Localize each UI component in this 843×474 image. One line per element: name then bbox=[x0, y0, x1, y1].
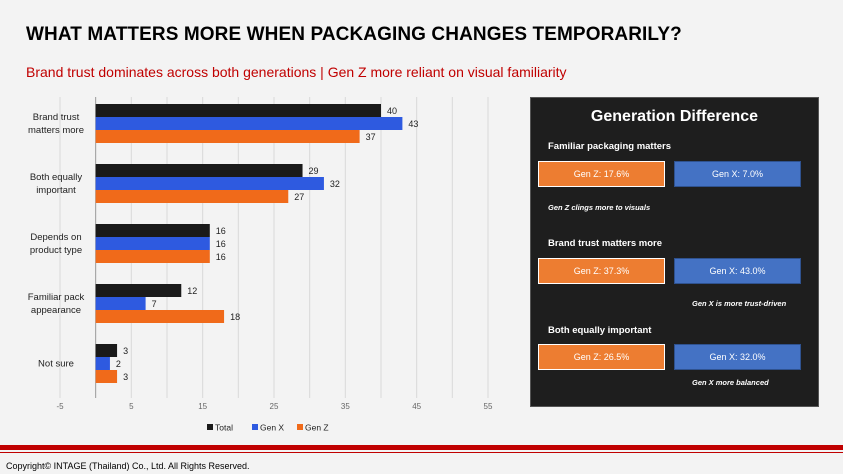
data-label: 3 bbox=[123, 372, 128, 382]
bar-total bbox=[95, 284, 182, 297]
note-brand-trust: Gen X is more trust-driven bbox=[692, 299, 787, 308]
bar-total bbox=[95, 164, 303, 177]
x-tick-label: 35 bbox=[341, 402, 350, 411]
data-label: 12 bbox=[187, 286, 197, 296]
bar-total bbox=[95, 224, 210, 237]
data-label: 27 bbox=[294, 192, 304, 202]
data-label: 37 bbox=[366, 132, 376, 142]
footer-red-line bbox=[0, 452, 843, 453]
page-title: WHAT MATTERS MORE WHEN PACKAGING CHANGES… bbox=[26, 24, 682, 45]
bar-total bbox=[95, 104, 382, 117]
panel-title: Generation Difference bbox=[590, 108, 759, 125]
category-label: matters more bbox=[28, 125, 84, 136]
legend-swatch bbox=[207, 424, 213, 430]
data-label: 7 bbox=[152, 299, 157, 309]
bar-gen-z bbox=[95, 310, 225, 323]
category-label: product type bbox=[30, 245, 82, 256]
legend-label: Total bbox=[215, 423, 233, 433]
bar-gen-x bbox=[95, 237, 210, 250]
data-label: 16 bbox=[216, 239, 226, 249]
data-label: 40 bbox=[387, 106, 397, 116]
category-label: Familiar pack bbox=[28, 292, 85, 303]
bar-gen-x bbox=[95, 357, 110, 370]
page-subtitle: Brand trust dominates across both genera… bbox=[26, 64, 567, 80]
data-label: 2 bbox=[116, 359, 121, 369]
note-both-equally: Gen X more balanced bbox=[692, 378, 769, 387]
x-tick-label: 55 bbox=[484, 402, 493, 411]
data-label: 16 bbox=[216, 226, 226, 236]
section-heading-brand-trust: Brand trust matters more bbox=[548, 238, 663, 249]
bar-gen-z bbox=[95, 130, 360, 143]
data-label: 18 bbox=[230, 312, 240, 322]
data-label: 16 bbox=[216, 252, 226, 262]
legend-swatch bbox=[252, 424, 258, 430]
footer-red-bar bbox=[0, 445, 843, 450]
data-label: 29 bbox=[309, 166, 319, 176]
category-label: Not sure bbox=[38, 359, 74, 370]
category-label: important bbox=[36, 185, 76, 196]
data-label: 43 bbox=[408, 119, 418, 129]
bar-gen-z bbox=[95, 190, 289, 203]
generation-difference-panel: Generation Difference Familiar packaging… bbox=[530, 97, 819, 407]
bar-gen-z bbox=[95, 370, 118, 383]
category-label: appearance bbox=[31, 305, 81, 316]
genx-both-equally-box: Gen X: 32.0% bbox=[674, 344, 801, 370]
x-tick-label: 15 bbox=[198, 402, 207, 411]
genx-brand-trust-box: Gen X: 43.0% bbox=[674, 258, 801, 284]
genz-brand-trust-box: Gen Z: 37.3% bbox=[538, 258, 665, 284]
x-tick-label: 5 bbox=[129, 402, 134, 411]
genz-both-equally-box: Gen Z: 26.5% bbox=[538, 344, 665, 370]
genz-familiar-packaging-box: Gen Z: 17.6% bbox=[538, 161, 665, 187]
x-tick-label: 45 bbox=[412, 402, 421, 411]
legend-label: Gen Z bbox=[305, 423, 329, 433]
bar-gen-x bbox=[95, 117, 403, 130]
legend-label: Gen X bbox=[260, 423, 284, 433]
data-label: 32 bbox=[330, 179, 340, 189]
bar-gen-x bbox=[95, 297, 146, 310]
x-tick-label: -5 bbox=[56, 402, 64, 411]
bar-total bbox=[95, 344, 118, 357]
section-heading-familiar-packaging: Familiar packaging matters bbox=[548, 141, 672, 152]
section-heading-both-equally: Both equally important bbox=[548, 325, 652, 336]
category-label: Both equally bbox=[30, 172, 83, 183]
footer-copyright: Copyright© INTAGE (Thailand) Co., Ltd. A… bbox=[6, 461, 250, 471]
data-label: 3 bbox=[123, 346, 128, 356]
note-familiar-packaging: Gen Z clings more to visuals bbox=[548, 203, 651, 212]
category-label: Brand trust bbox=[33, 112, 80, 123]
bar-gen-z bbox=[95, 250, 210, 263]
x-tick-label: 25 bbox=[270, 402, 279, 411]
category-label: Depends on bbox=[30, 232, 81, 243]
genx-familiar-packaging-box: Gen X: 7.0% bbox=[674, 161, 801, 187]
legend-swatch bbox=[297, 424, 303, 430]
bar-gen-x bbox=[95, 177, 324, 190]
